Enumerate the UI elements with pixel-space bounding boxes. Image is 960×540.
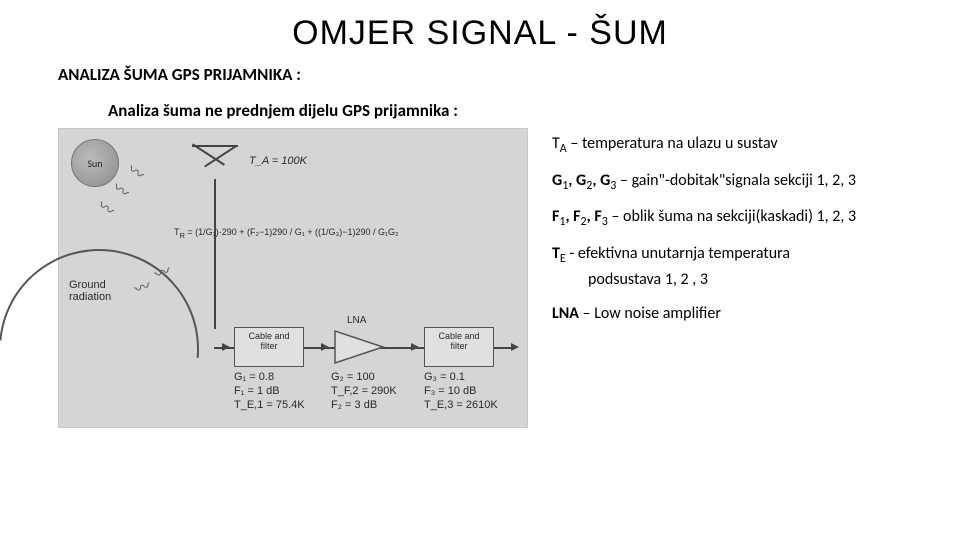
block3-t: T_E,3 = 2610K xyxy=(424,399,498,411)
block2-t: F₂ = 3 dB xyxy=(331,399,377,411)
block1-g: G₁ = 0.8 xyxy=(234,371,274,383)
block2-f: T_F,2 = 290K xyxy=(331,385,397,397)
legend-text: – gain"-dobitak"signala sekciji 1, 2, 3 xyxy=(616,171,856,190)
sun-icon: Sun xyxy=(71,139,119,187)
legend-text: – Low noise amplifier xyxy=(579,304,721,323)
tr-formula: TR = (1/G₁)·290 + (F₂−1)290 / G₁ + ((1/G… xyxy=(174,227,399,240)
subtitle: ANALIZA ŠUMA GPS PRIJAMNIKA : xyxy=(58,64,301,85)
analysis-line: Analiza šuma ne prednjem dijelu GPS prij… xyxy=(108,100,458,121)
block1-t: T_E,1 = 75.4K xyxy=(234,399,305,411)
block3-g: G₃ = 0.1 xyxy=(424,371,465,383)
legend-text-2: podsustava 1, 2 , 3 xyxy=(552,268,942,291)
ground-arc xyxy=(0,208,240,490)
block-cable-filter-1: Cable and filter xyxy=(234,327,304,367)
ta-label: T_A = 100K xyxy=(249,155,307,167)
block-lna xyxy=(331,327,387,367)
gps-noise-diagram: Sun 〰 〰 〰 T_A = 100K Ground radiation 〰 … xyxy=(58,128,528,428)
block2-title: LNA xyxy=(347,315,366,326)
block-title: Cable and filter xyxy=(235,331,303,351)
ground-label: Ground radiation xyxy=(69,279,119,303)
legend-lna: LNA – Low noise amplifier xyxy=(552,302,942,325)
block3-f: F₃ = 10 dB xyxy=(424,385,476,397)
legend-te: TE - efektivna unutarnja temperatura pod… xyxy=(552,242,942,292)
block-title: Cable and filter xyxy=(425,331,493,351)
block2-g: G₂ = 100 xyxy=(331,371,375,383)
page-title: OMJER SIGNAL - ŠUM xyxy=(0,14,960,53)
legend-g: G1, G2, G3 – gain"-dobitak"signala sekci… xyxy=(552,169,942,196)
block1-f: F₁ = 1 dB xyxy=(234,385,280,397)
legend: TA – temperatura na ulazu u sustav G1, G… xyxy=(552,132,942,335)
legend-ta: TA – temperatura na ulazu u sustav xyxy=(552,132,942,159)
legend-f: F1, F2, F3 – oblik šuma na sekciji(kaska… xyxy=(552,205,942,232)
legend-text: – temperatura na ulazu u sustav xyxy=(567,134,778,153)
legend-text: – oblik šuma na sekciji(kaskadi) 1, 2, 3 xyxy=(608,207,856,226)
block-cable-filter-2: Cable and filter xyxy=(424,327,494,367)
legend-text: - efektivna unutarnja temperatura xyxy=(566,244,790,263)
